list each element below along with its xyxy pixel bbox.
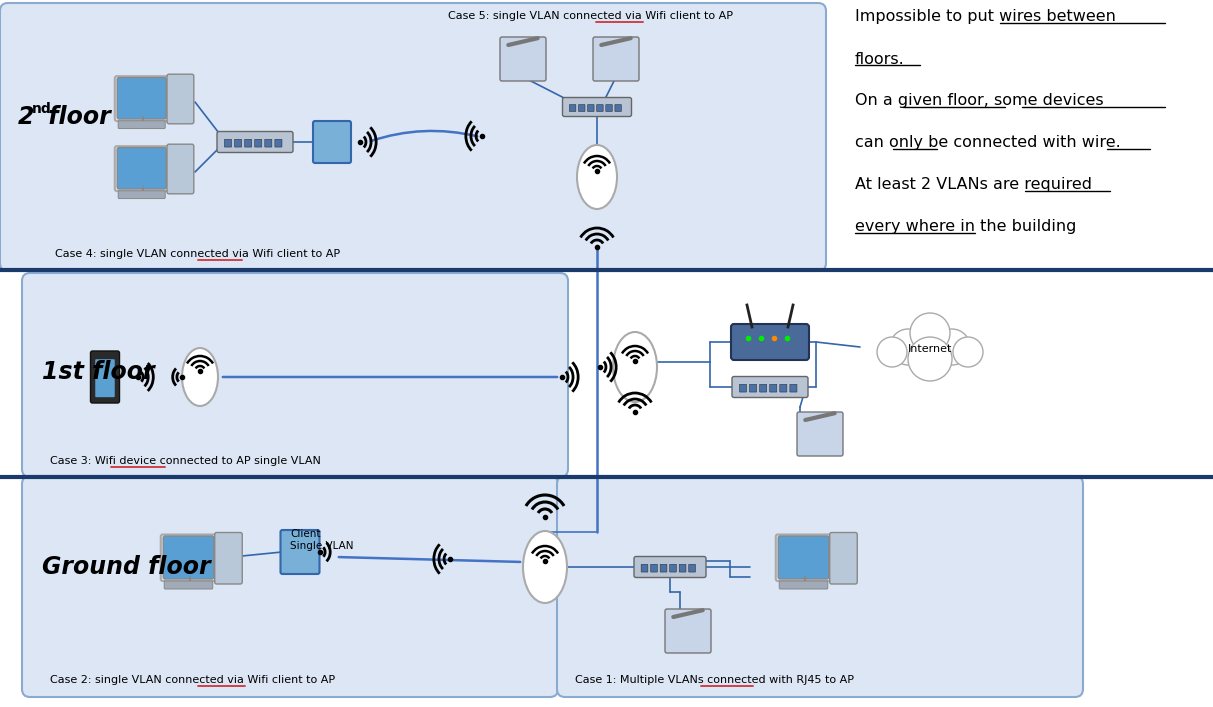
Text: 2: 2 xyxy=(18,105,34,129)
FancyBboxPatch shape xyxy=(650,564,657,572)
Text: Case 4: single VLAN connected via Wifi client to AP: Case 4: single VLAN connected via Wifi c… xyxy=(55,249,340,259)
FancyBboxPatch shape xyxy=(22,476,558,697)
Text: Client: Client xyxy=(290,529,320,539)
FancyBboxPatch shape xyxy=(797,412,843,456)
FancyBboxPatch shape xyxy=(118,121,165,129)
FancyBboxPatch shape xyxy=(0,3,826,271)
FancyBboxPatch shape xyxy=(779,581,827,589)
FancyBboxPatch shape xyxy=(615,105,621,112)
Text: Single VLAN: Single VLAN xyxy=(290,541,353,551)
FancyBboxPatch shape xyxy=(557,476,1083,697)
Ellipse shape xyxy=(523,531,566,603)
Text: Case 5: single VLAN connected via Wifi client to AP: Case 5: single VLAN connected via Wifi c… xyxy=(448,11,733,21)
FancyBboxPatch shape xyxy=(579,105,585,112)
FancyBboxPatch shape xyxy=(217,132,294,153)
FancyBboxPatch shape xyxy=(634,556,706,578)
Circle shape xyxy=(910,313,950,353)
FancyBboxPatch shape xyxy=(605,105,613,112)
FancyBboxPatch shape xyxy=(245,139,252,147)
FancyBboxPatch shape xyxy=(275,139,281,147)
FancyBboxPatch shape xyxy=(660,564,667,572)
FancyBboxPatch shape xyxy=(255,139,262,147)
FancyBboxPatch shape xyxy=(593,37,639,81)
FancyBboxPatch shape xyxy=(790,385,797,392)
FancyBboxPatch shape xyxy=(731,324,809,360)
Text: Internet: Internet xyxy=(907,344,952,354)
Text: Case 3: Wifi device connected to AP single VLAN: Case 3: Wifi device connected to AP sing… xyxy=(50,456,321,466)
FancyBboxPatch shape xyxy=(563,98,632,117)
Text: Impossible to put wires between: Impossible to put wires between xyxy=(855,9,1116,25)
Circle shape xyxy=(909,337,952,381)
FancyBboxPatch shape xyxy=(642,564,648,572)
Ellipse shape xyxy=(613,332,657,402)
Text: every where in the building: every where in the building xyxy=(855,219,1076,235)
FancyBboxPatch shape xyxy=(118,78,166,119)
FancyBboxPatch shape xyxy=(731,377,808,397)
FancyBboxPatch shape xyxy=(740,385,746,392)
Ellipse shape xyxy=(577,145,617,209)
Text: 1st floor: 1st floor xyxy=(42,360,154,384)
FancyBboxPatch shape xyxy=(264,139,272,147)
FancyBboxPatch shape xyxy=(164,581,212,589)
FancyBboxPatch shape xyxy=(22,273,568,477)
FancyBboxPatch shape xyxy=(779,536,828,579)
FancyBboxPatch shape xyxy=(96,359,115,397)
FancyBboxPatch shape xyxy=(118,191,165,199)
FancyBboxPatch shape xyxy=(670,564,677,572)
Text: can only be connected with wire.: can only be connected with wire. xyxy=(855,136,1121,151)
FancyBboxPatch shape xyxy=(679,564,685,572)
FancyBboxPatch shape xyxy=(167,144,194,194)
Circle shape xyxy=(877,337,907,367)
FancyBboxPatch shape xyxy=(830,532,858,584)
FancyBboxPatch shape xyxy=(689,564,695,572)
Circle shape xyxy=(890,329,926,365)
Text: Case 1: Multiple VLANs connected with RJ45 to AP: Case 1: Multiple VLANs connected with RJ… xyxy=(575,675,854,685)
Text: On a given floor, some devices: On a given floor, some devices xyxy=(855,93,1104,108)
FancyBboxPatch shape xyxy=(500,37,546,81)
Text: Case 2: single VLAN connected via Wifi client to AP: Case 2: single VLAN connected via Wifi c… xyxy=(50,675,335,685)
Circle shape xyxy=(953,337,983,367)
FancyBboxPatch shape xyxy=(164,536,213,579)
FancyBboxPatch shape xyxy=(750,385,757,392)
FancyBboxPatch shape xyxy=(234,139,241,147)
FancyBboxPatch shape xyxy=(597,105,603,112)
FancyBboxPatch shape xyxy=(91,351,120,403)
FancyBboxPatch shape xyxy=(780,385,787,392)
FancyBboxPatch shape xyxy=(587,105,594,112)
Text: At least 2 VLANs are required: At least 2 VLANs are required xyxy=(855,177,1092,192)
FancyBboxPatch shape xyxy=(224,139,232,147)
FancyBboxPatch shape xyxy=(215,532,243,584)
FancyBboxPatch shape xyxy=(313,121,351,163)
Ellipse shape xyxy=(182,348,218,406)
Text: nd: nd xyxy=(32,102,52,116)
Text: floors.: floors. xyxy=(855,52,905,66)
FancyBboxPatch shape xyxy=(665,609,711,653)
Text: floor: floor xyxy=(40,105,110,129)
Text: Ground floor: Ground floor xyxy=(42,555,211,579)
FancyBboxPatch shape xyxy=(759,385,767,392)
FancyBboxPatch shape xyxy=(167,74,194,124)
Circle shape xyxy=(934,329,970,365)
FancyBboxPatch shape xyxy=(569,105,576,112)
FancyBboxPatch shape xyxy=(770,385,776,392)
FancyBboxPatch shape xyxy=(280,530,319,574)
FancyBboxPatch shape xyxy=(118,148,166,189)
